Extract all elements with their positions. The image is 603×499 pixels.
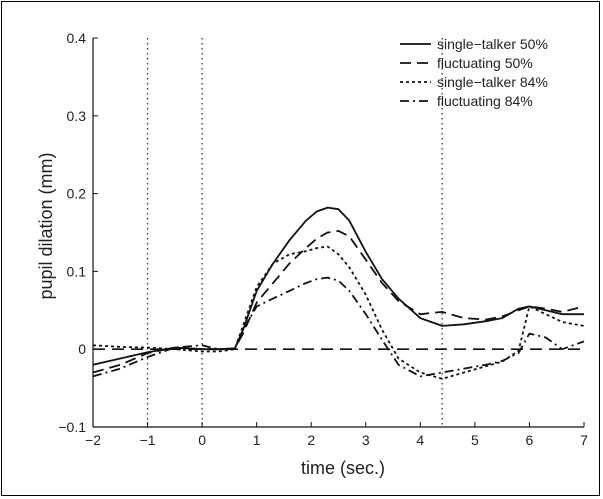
legend-label-3: fluctuating 84% xyxy=(437,93,533,109)
x-tick-label: 3 xyxy=(362,432,370,448)
y-tick-label: 0 xyxy=(78,341,86,357)
x-tick-label: 4 xyxy=(416,432,424,448)
y-tick-label: 0.1 xyxy=(67,263,87,279)
x-tick-label: 2 xyxy=(307,432,315,448)
x-tick-label: 5 xyxy=(471,432,479,448)
x-tick-label: 6 xyxy=(526,432,534,448)
legend-label-0: single−talker 50% xyxy=(437,36,548,52)
legend-label-1: fluctuating 50% xyxy=(437,55,533,71)
tick-labels: −2 −1 0 1 2 3 4 5 6 7 −0.1 0 0.1 0.2 0.3 0.4 xyxy=(58,30,588,448)
y-tick-label: 0.3 xyxy=(67,108,87,124)
y-tick-label: −0.1 xyxy=(58,419,86,435)
x-tick-label: 0 xyxy=(198,432,206,448)
legend-label-2: single−talker 84% xyxy=(437,74,548,90)
series-line-1 xyxy=(92,229,585,374)
x-tick-label: −1 xyxy=(140,432,156,448)
x-tick-label: 7 xyxy=(580,432,588,448)
x-axis-label: time (sec.) xyxy=(301,458,385,478)
legend: single−talker 50% fluctuating 50% single−t… xyxy=(400,36,548,109)
x-tick-label: −2 xyxy=(85,432,101,448)
y-axis-label: pupil dilation (mm) xyxy=(36,152,56,299)
axes xyxy=(92,37,585,428)
y-tick-label: 0.4 xyxy=(67,30,87,46)
x-tick-label: 1 xyxy=(253,432,261,448)
series-lines xyxy=(92,206,585,380)
y-tick-label: 0.2 xyxy=(67,186,87,202)
series-line-3 xyxy=(92,276,585,378)
